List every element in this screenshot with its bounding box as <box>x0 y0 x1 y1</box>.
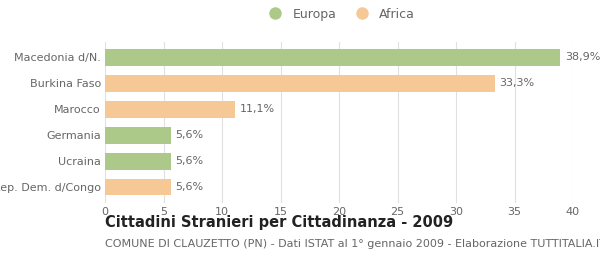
Bar <box>105 75 494 92</box>
Bar <box>105 153 170 170</box>
Text: 5,6%: 5,6% <box>175 156 203 166</box>
Bar <box>105 179 170 196</box>
Bar <box>105 127 170 144</box>
Text: 5,6%: 5,6% <box>175 130 203 140</box>
Text: Cittadini Stranieri per Cittadinanza - 2009: Cittadini Stranieri per Cittadinanza - 2… <box>105 214 453 230</box>
Text: COMUNE DI CLAUZETTO (PN) - Dati ISTAT al 1° gennaio 2009 - Elaborazione TUTTITAL: COMUNE DI CLAUZETTO (PN) - Dati ISTAT al… <box>105 239 600 249</box>
Text: 38,9%: 38,9% <box>565 52 600 62</box>
Bar <box>105 101 235 118</box>
Text: 5,6%: 5,6% <box>175 182 203 192</box>
Bar <box>105 49 560 66</box>
Text: 11,1%: 11,1% <box>239 104 275 114</box>
Text: 33,3%: 33,3% <box>499 78 535 88</box>
Legend: Europa, Africa: Europa, Africa <box>258 3 420 26</box>
